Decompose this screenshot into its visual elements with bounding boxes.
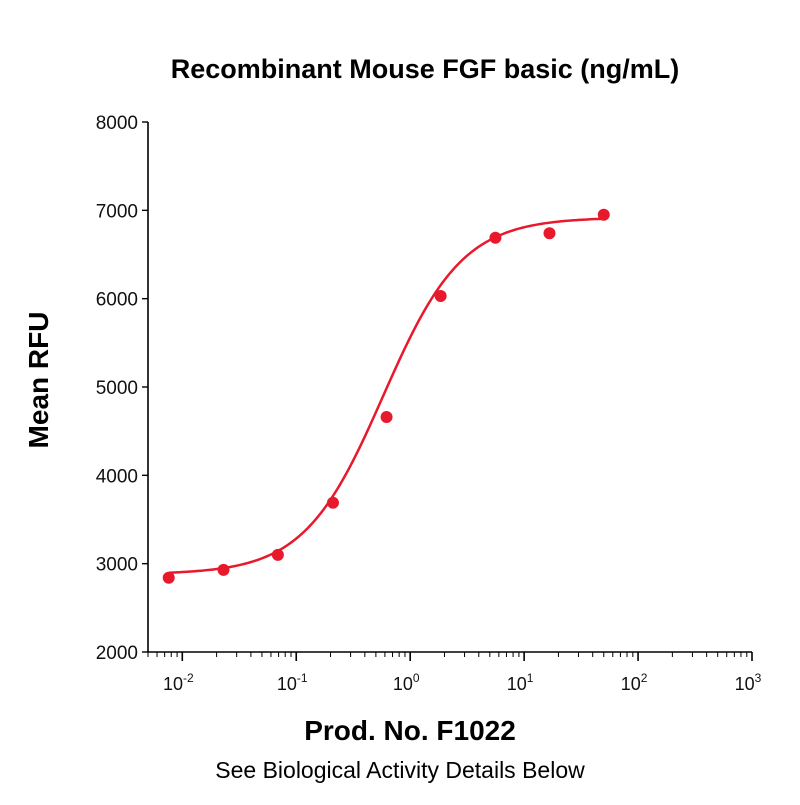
y-tick-label: 8000 — [96, 113, 138, 134]
data-point — [217, 563, 230, 576]
y-tick-label: 3000 — [96, 555, 138, 576]
biological-activity-note: See Biological Activity Details Below — [215, 757, 585, 783]
x-tick-base: 10 — [735, 674, 755, 694]
fit-curve — [168, 217, 604, 574]
y-tick-label: 7000 — [96, 201, 138, 222]
x-tick-exponent: -1 — [297, 671, 308, 685]
x-tick-label: 103 — [735, 671, 762, 694]
data-points — [162, 208, 610, 584]
x-tick-base: 10 — [277, 674, 297, 694]
x-tick-exponent: 0 — [413, 671, 420, 685]
data-point — [597, 208, 610, 221]
data-point — [380, 411, 393, 424]
x-tick-label: 101 — [507, 671, 534, 694]
x-tick-label: 102 — [621, 671, 648, 694]
data-point — [434, 290, 447, 303]
x-tick-exponent: 2 — [641, 671, 648, 685]
y-tick-label: 2000 — [96, 643, 138, 664]
data-point — [162, 571, 175, 584]
y-axis-label: Mean RFU — [23, 312, 54, 449]
y-tick-labels: 2000 3000 4000 5000 6000 7000 8000 — [96, 113, 138, 664]
x-tick-base: 10 — [507, 674, 527, 694]
data-point — [543, 227, 556, 240]
y-tick-label: 4000 — [96, 466, 138, 487]
y-tick-label: 5000 — [96, 378, 138, 399]
x-tick-label: 100 — [393, 671, 420, 694]
axes — [142, 121, 753, 661]
x-tick-base: 10 — [621, 674, 641, 694]
x-tick-base: 10 — [393, 674, 413, 694]
x-tick-exponent: 1 — [527, 671, 534, 685]
x-tick-label: 10-2 — [163, 671, 194, 694]
data-point — [489, 231, 502, 244]
x-tick-exponent: -2 — [183, 671, 194, 685]
y-tick-label: 6000 — [96, 290, 138, 311]
chart-title: Recombinant Mouse FGF basic (ng/mL) — [171, 54, 680, 84]
x-tick-label: 10-1 — [277, 671, 308, 694]
x-tick-base: 10 — [163, 674, 183, 694]
product-number: Prod. No. F1022 — [304, 715, 516, 746]
x-tick-labels: 10-2 10-1 100 101 102 103 — [163, 671, 762, 694]
x-tick-exponent: 3 — [755, 671, 762, 685]
data-point — [326, 496, 339, 509]
data-point — [271, 548, 284, 561]
